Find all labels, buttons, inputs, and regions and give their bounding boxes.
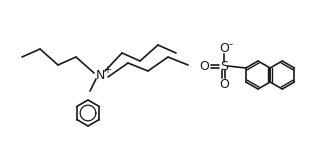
Text: -: - xyxy=(229,39,233,49)
Text: O: O xyxy=(219,41,229,54)
Text: S: S xyxy=(220,60,228,73)
Text: O: O xyxy=(199,60,209,73)
Text: +: + xyxy=(103,65,111,75)
Text: N: N xyxy=(95,69,105,82)
Text: O: O xyxy=(219,78,229,91)
